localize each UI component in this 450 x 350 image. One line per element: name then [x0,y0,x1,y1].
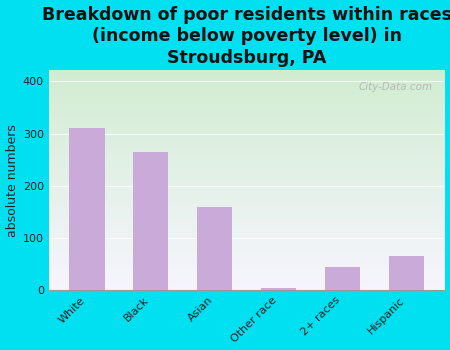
Bar [133,152,168,290]
Bar [389,256,424,290]
Bar [69,128,104,290]
Y-axis label: absolute numbers: absolute numbers [5,124,18,237]
Bar [197,207,232,290]
Bar [261,288,296,290]
Title: Breakdown of poor residents within races
(income below poverty level) in
Strouds: Breakdown of poor residents within races… [41,6,450,66]
Bar [325,267,360,290]
Text: City-Data.com: City-Data.com [359,82,432,92]
